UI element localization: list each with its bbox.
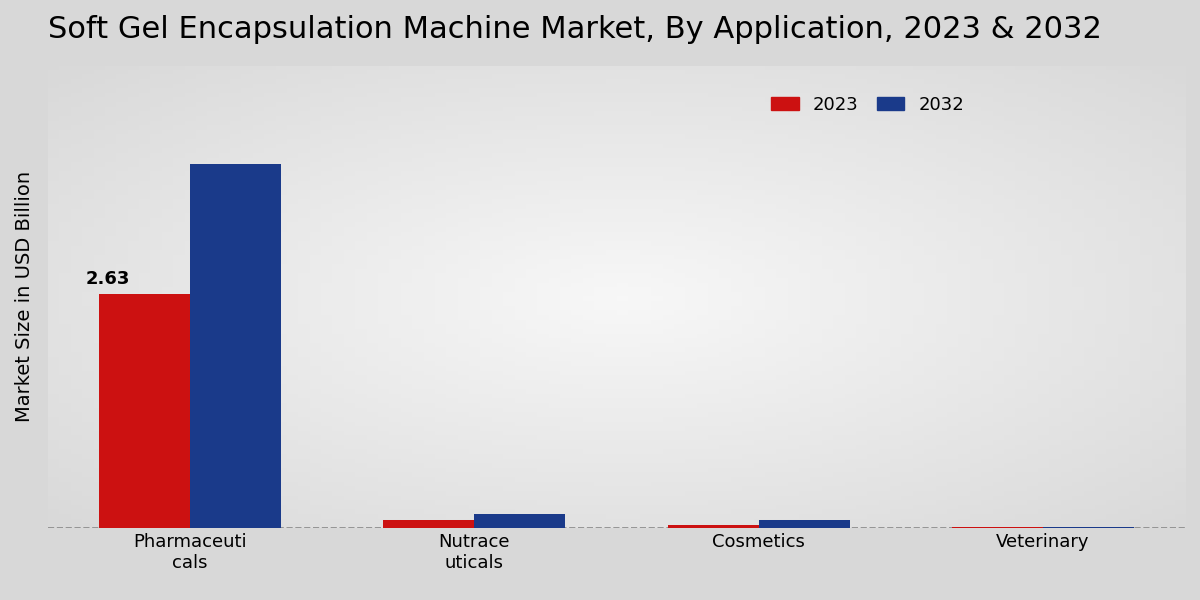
Bar [474, 514, 565, 528]
Y-axis label: Market Size in USD Billion: Market Size in USD Billion [14, 172, 34, 422]
Bar [667, 525, 758, 528]
Text: Soft Gel Encapsulation Machine Market, By Application, 2023 & 2032: Soft Gel Encapsulation Machine Market, B… [48, 15, 1102, 44]
Bar [758, 520, 850, 528]
Bar [100, 294, 190, 528]
Bar [1043, 527, 1134, 528]
Legend: 2023, 2032: 2023, 2032 [764, 89, 971, 121]
Text: 2.63: 2.63 [86, 270, 131, 288]
Bar [952, 527, 1043, 528]
Bar [383, 520, 474, 528]
Bar [190, 164, 281, 528]
